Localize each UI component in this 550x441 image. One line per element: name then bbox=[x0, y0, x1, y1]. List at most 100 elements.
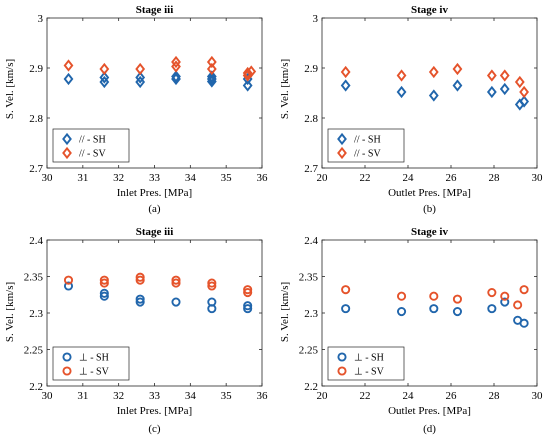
x-tick-label: 30 bbox=[532, 390, 544, 402]
sh-data-point bbox=[99, 291, 109, 301]
x-tick-label: 28 bbox=[489, 390, 501, 402]
y-tick-label: 2.4 bbox=[304, 235, 318, 247]
sh-data-point bbox=[499, 82, 510, 96]
legend-label: ⊥ - SV bbox=[79, 367, 110, 378]
y-tick-label: 2.7 bbox=[29, 163, 43, 175]
sv-data-point bbox=[340, 65, 351, 79]
y-tick-label: 2.3 bbox=[304, 308, 318, 320]
legend-label: // - SV bbox=[354, 149, 381, 160]
sh-data-point bbox=[396, 306, 407, 317]
sh-data-point bbox=[452, 306, 463, 317]
sv-data-point bbox=[99, 62, 110, 76]
sv-data-point bbox=[207, 281, 217, 291]
x-tick-label: 32 bbox=[113, 390, 124, 402]
x-tick-label: 34 bbox=[185, 390, 197, 402]
sh-data-point bbox=[63, 281, 74, 291]
legend-label: // - SH bbox=[354, 135, 381, 146]
sv-data-point bbox=[519, 285, 529, 295]
sv-data-point bbox=[171, 278, 181, 288]
sv-data-point bbox=[99, 275, 109, 285]
sv-data-point bbox=[396, 291, 407, 301]
sh-data-point bbox=[500, 297, 510, 307]
sv-data-point bbox=[243, 288, 253, 298]
sv-data-point bbox=[135, 275, 145, 285]
legend: // - SH // - SV bbox=[327, 128, 405, 163]
sv-data-point bbox=[171, 275, 181, 285]
sv-data-point bbox=[206, 62, 217, 76]
y-tick-label: 2.25 bbox=[24, 345, 44, 357]
x-tick-label: 20 bbox=[317, 172, 329, 184]
legend-marker bbox=[337, 352, 347, 362]
sv-data-point bbox=[513, 300, 523, 310]
legend-marker bbox=[62, 132, 72, 146]
y-tick-label: 2.2 bbox=[304, 381, 318, 393]
legend-box bbox=[327, 346, 405, 381]
panel-a-caption: (a) bbox=[148, 203, 161, 215]
sv-data-point bbox=[452, 294, 463, 304]
sv-data-point bbox=[519, 85, 529, 99]
legend-marker bbox=[337, 366, 347, 376]
x-tick-label: 36 bbox=[257, 390, 269, 402]
sh-data-point bbox=[486, 85, 497, 99]
sv-data-point bbox=[63, 275, 74, 285]
x-tick-label: 24 bbox=[403, 172, 415, 184]
x-tick-label: 30 bbox=[42, 172, 54, 184]
sv-data-point bbox=[514, 75, 525, 89]
x-tick-label: 26 bbox=[446, 390, 458, 402]
sv-data-point bbox=[206, 55, 217, 69]
panel-c: Stage iii S. Vel. [km/s] Inlet Pres. [MP… bbox=[4, 226, 268, 435]
x-tick-label: 31 bbox=[77, 172, 88, 184]
legend-marker bbox=[62, 352, 72, 362]
x-tick-label: 26 bbox=[446, 172, 458, 184]
panel-d-ylabel: S. Vel. [km/s] bbox=[279, 282, 291, 342]
sv-data-point bbox=[500, 291, 510, 301]
sv-data-point bbox=[341, 285, 351, 295]
sh-data-point bbox=[135, 71, 146, 84]
x-tick-label: 36 bbox=[257, 172, 269, 184]
sv-data-point bbox=[246, 65, 257, 78]
y-tick-label: 2.8 bbox=[304, 113, 318, 125]
x-tick-label: 33 bbox=[149, 172, 161, 184]
legend-label: ⊥ - SH bbox=[79, 353, 109, 364]
sv-data-point bbox=[487, 288, 497, 298]
x-tick-label: 22 bbox=[360, 172, 371, 184]
y-tick-label: 2.35 bbox=[24, 272, 44, 284]
sh-data-point bbox=[519, 318, 529, 328]
panel-a-xlabel: Inlet Pres. [MPa] bbox=[117, 187, 192, 199]
x-tick-label: 28 bbox=[489, 172, 501, 184]
x-tick-label: 31 bbox=[77, 390, 88, 402]
sh-data-point bbox=[396, 85, 407, 99]
legend-label: ⊥ - SH bbox=[354, 353, 384, 364]
sh-data-point bbox=[135, 297, 145, 307]
sv-data-point bbox=[429, 291, 439, 301]
sv-data-point bbox=[63, 59, 74, 72]
legend-marker bbox=[337, 146, 347, 160]
panel-d-caption: (d) bbox=[423, 423, 436, 435]
panel-a-title: Stage iii bbox=[136, 4, 174, 16]
legend: // - SH // - SV bbox=[52, 128, 130, 163]
y-tick-label: 2.35 bbox=[299, 272, 319, 284]
y-tick-label: 3 bbox=[313, 13, 319, 25]
sv-data-point bbox=[171, 55, 181, 69]
sh-data-point bbox=[340, 79, 351, 92]
panel-b-caption: (b) bbox=[423, 203, 436, 215]
y-tick-label: 2.9 bbox=[304, 63, 318, 75]
panel-c-xlabel: Inlet Pres. [MPa] bbox=[117, 405, 192, 417]
sh-data-point bbox=[243, 301, 253, 311]
panel-b: Stage iv S. Vel. [km/s] Outlet Pres. [MP… bbox=[279, 4, 543, 215]
sh-data-point bbox=[341, 304, 351, 314]
legend: ⊥ - SH ⊥ - SV bbox=[327, 346, 405, 381]
sh-data-point bbox=[171, 297, 181, 307]
x-tick-label: 22 bbox=[360, 390, 371, 402]
x-tick-label: 32 bbox=[113, 172, 124, 184]
sv-data-point bbox=[396, 69, 407, 82]
sh-data-point bbox=[242, 79, 253, 92]
y-tick-label: 2.25 bbox=[299, 345, 319, 357]
sh-data-point bbox=[63, 72, 74, 86]
legend-marker bbox=[337, 132, 347, 146]
sh-data-point bbox=[135, 294, 145, 304]
y-tick-label: 2.8 bbox=[29, 113, 43, 125]
plot-frame bbox=[321, 17, 538, 169]
panel-a: Stage iii S. Vel. [km/s] Inlet Pres. [MP… bbox=[4, 4, 268, 215]
